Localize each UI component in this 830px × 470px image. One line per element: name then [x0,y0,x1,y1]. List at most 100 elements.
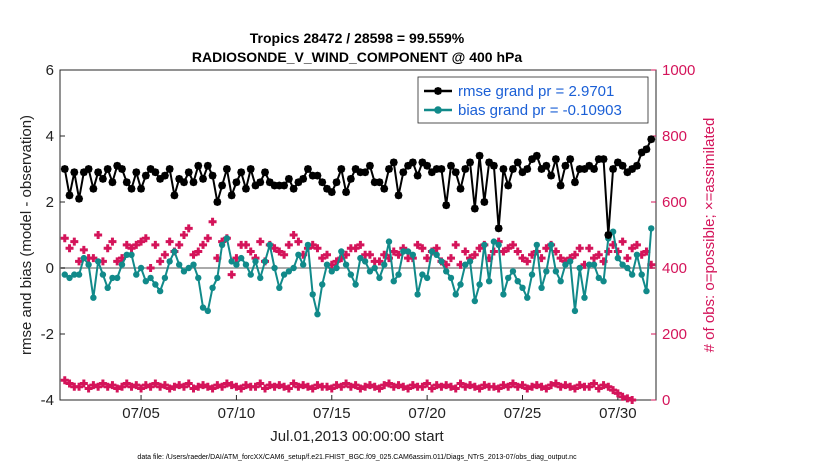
obs-assimilated-marker [556,382,565,391]
obs-possible-marker [451,240,460,249]
obs-assimilated-marker [337,382,346,391]
y-tick-label: 2 [46,194,54,211]
obs-assimilated-marker [361,382,370,391]
obs-assimilated-marker [199,381,208,390]
bias-point [443,268,450,275]
obs-possible-marker [70,237,79,246]
bias-point [166,258,173,265]
obs-assimilated-marker [561,381,570,390]
obs-possible-marker [127,244,136,253]
obs-possible-marker [227,270,236,279]
obs-assimilated-marker [508,379,517,388]
obs-possible-marker [351,244,360,253]
y2-tick-label: 600 [662,194,687,211]
bias-point [123,251,130,258]
bias-point [590,261,598,268]
rmse-point [561,161,570,170]
bias-point [514,278,521,285]
bias-point [347,271,355,278]
obs-assimilated-marker [613,389,622,398]
bias-point [71,271,78,278]
bias-point [257,274,264,282]
bias-point [237,254,245,262]
rmse-point [137,184,146,193]
x-tick-label: 07/05 [122,405,160,422]
rmse-point [570,178,579,187]
obs-assimilated-marker [79,379,88,388]
bias-point [90,294,97,301]
bias-point [500,291,507,298]
y-tick-label: 0 [46,260,54,277]
obs-assimilated-marker [261,384,270,393]
bias-point [648,225,655,232]
obs-assimilated-marker [599,381,608,390]
bias-point [452,291,459,298]
obs-assimilated-marker [451,384,460,393]
obs-assimilated-marker [332,381,341,390]
bias-point [342,261,350,268]
obs-possible-marker [461,247,470,256]
obs-possible-marker [513,247,522,256]
rmse-point [408,158,417,167]
obs-assimilated-marker [270,382,279,391]
obs-possible-marker [184,224,193,233]
obs-assimilated-marker [117,382,126,391]
rmse-point [199,174,208,183]
bias-point [180,268,188,275]
obs-assimilated-marker [284,384,293,393]
rmse-point [246,165,255,173]
obs-assimilated-marker [218,382,227,391]
bias-point [304,241,312,249]
rmse-point [556,181,565,190]
bias-point [438,258,445,265]
rmse-point [604,231,613,239]
obs-assimilated-marker [432,381,441,390]
bias-point [533,241,540,249]
obs-possible-marker [575,244,584,253]
bias-point [156,287,164,295]
obs-possible-marker [499,247,508,256]
obs-assimilated-marker [375,384,384,393]
obs-assimilated-marker [542,384,551,393]
obs-possible-marker [318,254,327,263]
obs-possible-marker [275,247,284,256]
y2-axis-label: # of obs: o=possible; ×=assimilated [701,118,718,353]
obs-possible-marker [65,244,74,253]
rmse-point [380,184,389,193]
bias-point [142,278,150,285]
obs-assimilated-marker [518,381,527,390]
bias-point [319,281,326,288]
rmse-point [70,168,79,177]
rmse-point [75,194,84,203]
rmse-point [466,158,475,167]
obs-assimilated-marker [151,379,160,388]
obs-possible-marker [132,240,141,249]
legend-bias-label: bias grand pr = -0.10903 [458,102,622,119]
rmse-point [280,181,289,190]
obs-assimilated-marker [523,384,532,393]
rmse-point [437,165,446,173]
rmse-point [399,168,408,177]
obs-possible-marker [199,240,208,249]
obs-assimilated-marker [141,381,150,390]
rmse-point [203,161,212,170]
obs-assimilated-marker [399,382,408,391]
rmse-point [365,161,374,170]
bias-point [223,235,231,242]
bias-point [104,284,111,291]
bias-point [161,274,169,282]
bias-point [552,268,560,275]
bias-point [490,238,498,245]
obs-assimilated-marker [475,384,484,393]
obs-possible-marker [241,240,250,249]
bias-point [323,261,331,268]
rmse-point [489,161,498,170]
rmse-point [342,188,351,197]
rmse-point [456,184,465,193]
obs-assimilated-marker [237,384,246,393]
rmse-point [532,151,541,160]
rmse-point [303,165,312,173]
rmse-point [504,181,513,190]
obs-possible-marker [89,254,98,263]
